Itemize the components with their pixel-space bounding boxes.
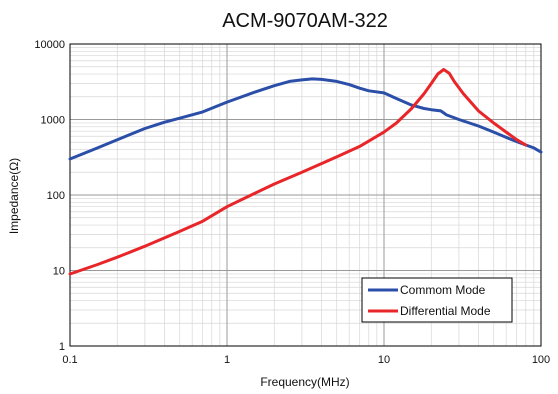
y-axis-ticks: 1 10 100 1000 10000 <box>34 39 65 353</box>
x-axis-label: Frequency(MHz) <box>260 375 349 389</box>
y-tick-label: 1000 <box>41 115 65 127</box>
series-line-differential-mode <box>68 68 528 276</box>
y-tick-label: 100 <box>47 190 65 202</box>
y-tick-label: 10 <box>53 266 65 278</box>
plot-frame <box>69 43 542 347</box>
y-axis-label: Impedance(Ω) <box>7 158 21 234</box>
legend-box <box>361 277 513 323</box>
x-axis-ticks: 0.1 1 10 100 <box>62 354 550 366</box>
x-tick-label: 100 <box>532 354 550 366</box>
series-layer <box>68 68 543 276</box>
y-tick-label: 1 <box>59 341 65 353</box>
legend-label-common-mode: Commom Mode <box>400 283 486 297</box>
x-tick-label: 1 <box>224 354 230 366</box>
x-tick-label: 10 <box>378 354 390 366</box>
legend: Commom Mode Differential Mode <box>361 277 513 323</box>
x-tick-label: 0.1 <box>62 354 77 366</box>
chart-title: ACM-9070AM-322 <box>222 10 388 32</box>
y-tick-label: 10000 <box>34 39 65 51</box>
legend-label-differential-mode: Differential Mode <box>400 304 491 318</box>
series-line-commom-mode <box>68 77 543 161</box>
